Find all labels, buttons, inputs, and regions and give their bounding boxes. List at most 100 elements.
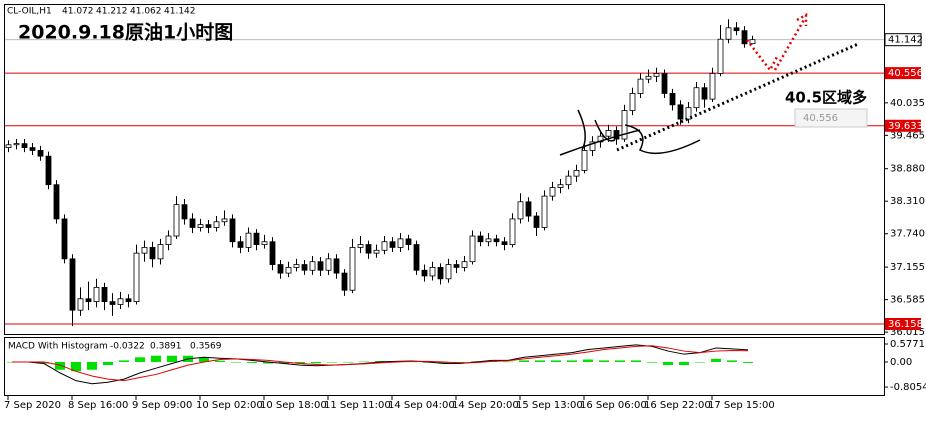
candle-body <box>629 93 636 111</box>
histogram-bar <box>551 360 561 362</box>
histogram-bar <box>519 360 529 362</box>
h-line-label-bg <box>885 67 921 80</box>
histogram-bar <box>407 361 417 363</box>
histogram-bar <box>359 361 369 363</box>
candle-body <box>685 107 692 120</box>
candle-body <box>165 235 172 245</box>
candle-body <box>653 73 660 77</box>
candle-body <box>325 258 332 271</box>
candle-body <box>549 187 556 197</box>
macd-line <box>12 344 749 385</box>
y-tick-label: 39.465 <box>890 130 925 141</box>
histogram-bar <box>663 361 673 366</box>
candle-body <box>197 224 204 228</box>
symbol: CL-OIL,H1 <box>7 7 52 17</box>
candle-body <box>333 258 340 274</box>
trend-line <box>616 42 859 152</box>
macd-header-value: 0.3569 <box>190 342 222 352</box>
histogram-bar <box>199 357 209 362</box>
histogram-bar <box>103 361 113 366</box>
candle-body <box>405 238 412 245</box>
candle-body <box>301 264 308 271</box>
x-tick-label: 16 Sep 06:00 <box>580 400 647 411</box>
candle-body <box>309 261 316 271</box>
candle-body <box>581 150 588 171</box>
y-tick-label: 0.5771 <box>890 339 925 350</box>
histogram-bar <box>535 360 545 362</box>
chart-title: 2020.9.18原油1小时图 <box>18 22 233 44</box>
x-tick-label: 9 Sep 09:00 <box>132 400 192 411</box>
candle-body <box>5 144 12 149</box>
last-price-bg <box>884 33 922 47</box>
candle-body <box>253 232 260 245</box>
candle-body <box>605 130 612 137</box>
candle-body <box>61 218 68 260</box>
histogram-bar <box>231 361 241 363</box>
candle-body <box>389 241 396 248</box>
header-value: 41.212 <box>96 7 128 17</box>
histogram-bar <box>455 361 465 363</box>
histogram-bar <box>247 361 257 363</box>
candle-body <box>29 147 36 151</box>
candle-body <box>709 73 716 100</box>
candle-body <box>173 204 180 237</box>
x-tick-label: 16 Sep 22:00 <box>644 400 711 411</box>
histogram-bar <box>167 355 177 362</box>
candle-body <box>477 235 484 243</box>
candle-body <box>413 244 420 271</box>
candle-body <box>509 218 516 245</box>
candle-body <box>21 143 28 149</box>
candle-body <box>733 27 740 32</box>
candle-body <box>677 104 684 120</box>
macd-name: MACD With Histogram <box>8 342 108 352</box>
y-tick-label: -0.8054 <box>890 382 926 393</box>
x-tick-label: 8 Sep 16:00 <box>68 400 128 411</box>
x-tick-label: 7 Sep 2020 <box>4 400 61 411</box>
x-tick-label: 15 Sep 13:00 <box>516 400 583 411</box>
candle-body <box>397 238 404 248</box>
candle-body <box>597 135 604 143</box>
y-tick-label: 40.035 <box>890 98 925 109</box>
signature <box>559 109 701 156</box>
h-line-label: 36.158 <box>888 319 923 330</box>
header-values: 41.072 41.212 41.062 41.142 <box>62 7 196 17</box>
candle-body <box>461 261 468 268</box>
histogram-bar <box>71 361 81 372</box>
x-tick-label: 11 Sep 11:00 <box>324 400 391 411</box>
candle-body <box>725 27 732 40</box>
candle-body <box>261 241 268 245</box>
candle-body <box>525 201 532 217</box>
candle-body <box>565 175 572 186</box>
arrow-up <box>773 12 808 71</box>
header-value: 41.142 <box>164 7 196 17</box>
candle-body <box>189 218 196 228</box>
histogram-bar <box>631 360 641 362</box>
y-tick-label: 36.585 <box>890 295 925 306</box>
candle-body <box>293 264 300 268</box>
candle-body <box>485 238 492 243</box>
macd-line <box>12 345 749 382</box>
candle-body <box>541 195 548 228</box>
price-frame <box>4 4 885 335</box>
h-line-label-bg <box>885 119 921 132</box>
tooltip-text: 40.556 <box>803 113 838 124</box>
histogram-bar <box>151 355 161 362</box>
candle-body <box>317 261 324 271</box>
candle-body <box>533 215 540 228</box>
histogram-bar <box>695 361 705 363</box>
histogram-bar <box>295 361 305 364</box>
candle-body <box>237 241 244 248</box>
candle-body <box>349 247 356 291</box>
candle-body <box>373 249 380 254</box>
candle-body <box>141 247 148 254</box>
y-tick-label: 37.740 <box>890 229 925 240</box>
histogram-bar <box>263 361 273 364</box>
histogram-bar <box>743 361 753 363</box>
histogram-bar <box>215 360 225 362</box>
candle-body <box>517 201 524 220</box>
histogram-bar <box>135 357 145 362</box>
candle-body <box>149 247 156 260</box>
y-tick-label: 0.00 <box>890 357 912 368</box>
